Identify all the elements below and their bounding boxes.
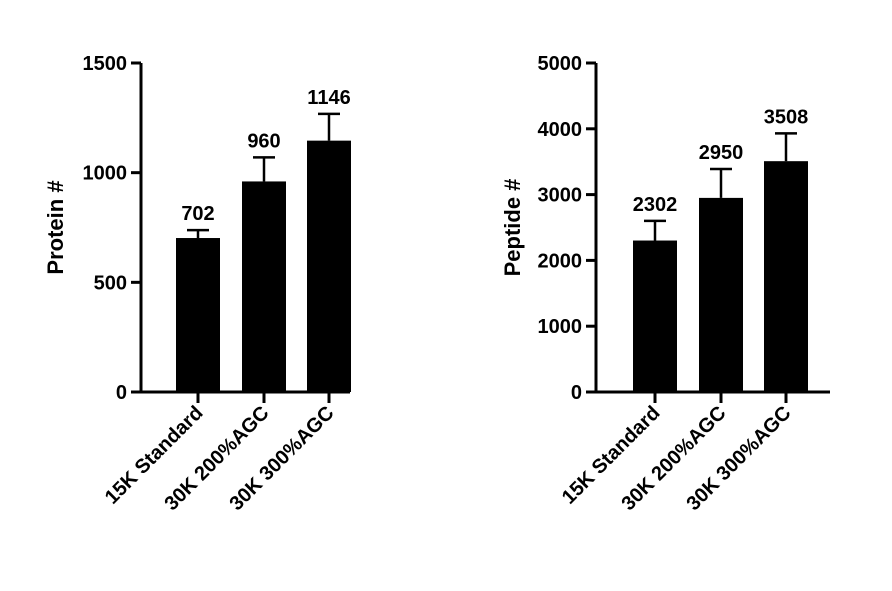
y-tick-label: 5000 — [538, 53, 583, 75]
bar — [764, 161, 808, 392]
data-label: 960 — [247, 130, 280, 152]
y-axis-title: Peptide # — [500, 179, 525, 277]
data-label: 1146 — [307, 87, 350, 109]
y-tick-label: 3000 — [538, 185, 583, 207]
data-label: 2950 — [699, 142, 744, 164]
y-tick-label: 1500 — [83, 53, 128, 75]
y-axis-title: Protein # — [43, 180, 68, 274]
bar — [176, 238, 220, 392]
y-tick-label: 0 — [116, 382, 127, 404]
y-tick-label: 0 — [571, 382, 582, 404]
y-tick-label: 4000 — [538, 119, 583, 141]
y-tick-label: 1000 — [83, 163, 128, 185]
data-label: 2302 — [633, 194, 678, 216]
y-tick-label: 1000 — [538, 316, 583, 338]
bar — [633, 240, 677, 392]
bar — [699, 197, 743, 392]
bar — [307, 140, 351, 392]
data-label: 3508 — [764, 106, 809, 128]
data-label: 702 — [181, 203, 214, 225]
y-tick-label: 2000 — [538, 250, 583, 272]
bar — [242, 181, 286, 392]
y-tick-label: 500 — [94, 272, 127, 294]
